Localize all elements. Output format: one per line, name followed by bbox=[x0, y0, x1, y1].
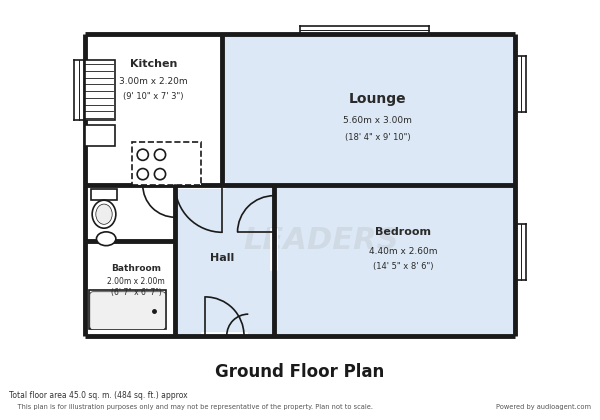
Text: Bathroom: Bathroom bbox=[112, 265, 161, 273]
Text: (9' 10" x 7' 3"): (9' 10" x 7' 3") bbox=[123, 92, 184, 101]
Bar bbox=[300, 24, 429, 36]
Bar bbox=[85, 125, 115, 146]
Ellipse shape bbox=[96, 204, 112, 224]
Text: (6' 7" x 6' 7"): (6' 7" x 6' 7") bbox=[111, 288, 161, 297]
Text: Ground Floor Plan: Ground Floor Plan bbox=[215, 363, 385, 381]
Bar bbox=[223, 34, 515, 185]
Ellipse shape bbox=[97, 232, 116, 246]
Text: Hall: Hall bbox=[211, 253, 235, 263]
FancyBboxPatch shape bbox=[90, 292, 166, 330]
Bar bbox=[74, 60, 87, 120]
Text: This plan is for illustration purposes only and may not be representative of the: This plan is for illustration purposes o… bbox=[9, 404, 373, 410]
Text: (18' 4" x 9' 10"): (18' 4" x 9' 10") bbox=[345, 133, 410, 142]
Bar bbox=[91, 189, 117, 200]
Text: 2.00m x 2.00m: 2.00m x 2.00m bbox=[107, 277, 165, 286]
Bar bbox=[89, 291, 166, 329]
Circle shape bbox=[137, 149, 148, 160]
Text: 3.00m x 2.20m: 3.00m x 2.20m bbox=[119, 77, 188, 86]
Text: Powered by audioagent.com: Powered by audioagent.com bbox=[496, 404, 591, 410]
Text: Lounge: Lounge bbox=[349, 92, 406, 106]
Circle shape bbox=[137, 168, 148, 180]
Text: (14' 5" x 8' 6"): (14' 5" x 8' 6") bbox=[373, 262, 434, 271]
Text: Total floor area 45.0 sq. m. (484 sq. ft.) approx: Total floor area 45.0 sq. m. (484 sq. ft… bbox=[9, 391, 188, 400]
Circle shape bbox=[154, 168, 166, 180]
Bar bbox=[274, 185, 515, 336]
Ellipse shape bbox=[92, 200, 116, 228]
Text: Bedroom: Bedroom bbox=[376, 227, 431, 237]
Text: 5.60m x 3.00m: 5.60m x 3.00m bbox=[343, 116, 412, 125]
Circle shape bbox=[154, 149, 166, 160]
Text: Kitchen: Kitchen bbox=[130, 59, 177, 69]
Text: LEADERS: LEADERS bbox=[244, 226, 400, 255]
Text: 4.40m x 2.60m: 4.40m x 2.60m bbox=[369, 247, 437, 256]
Bar bbox=[513, 56, 526, 112]
Bar bbox=[132, 142, 201, 185]
Bar bbox=[175, 185, 274, 336]
Bar bbox=[85, 60, 115, 120]
Bar bbox=[513, 224, 526, 280]
